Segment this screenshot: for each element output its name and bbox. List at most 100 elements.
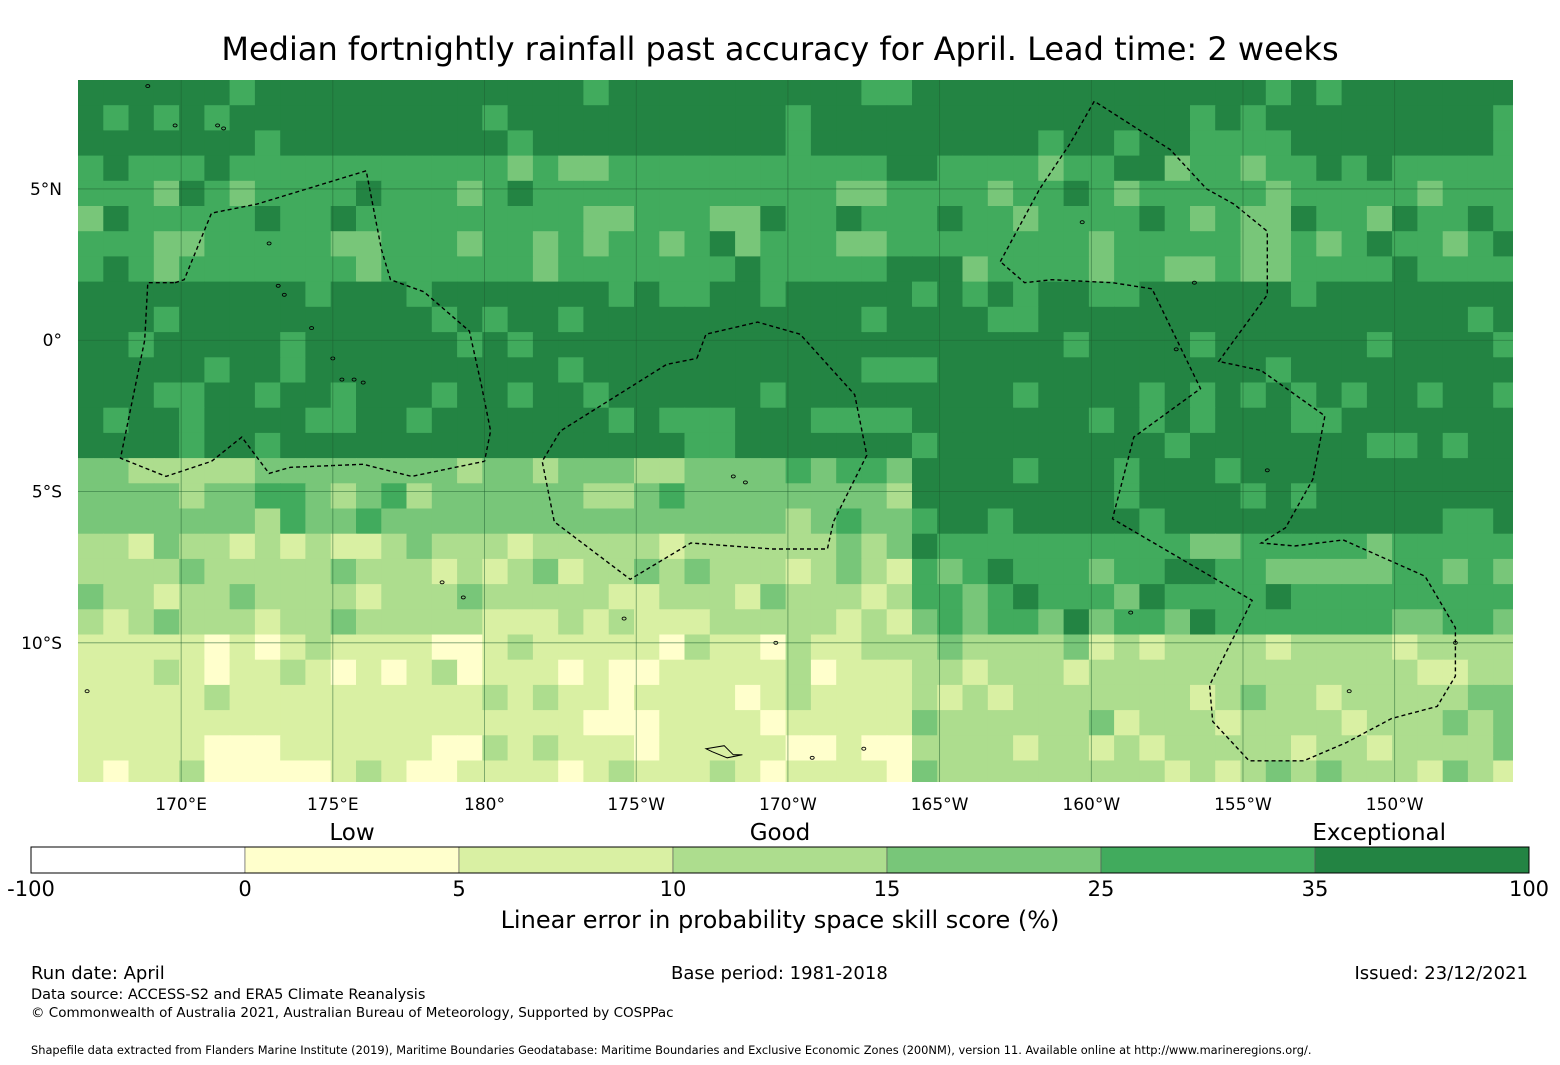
skill-cell: [153, 710, 180, 736]
skill-cell: [810, 659, 837, 686]
skill-cell: [810, 558, 837, 585]
skill-cell: [987, 306, 1014, 333]
skill-cell: [254, 382, 281, 409]
skill-cell: [608, 432, 635, 459]
skill-cell: [1013, 659, 1039, 686]
skill-cell: [634, 332, 660, 358]
skill-cell: [482, 458, 509, 484]
skill-cell: [305, 432, 332, 459]
skill-cell: [381, 180, 408, 207]
skill-cell: [532, 634, 559, 661]
skill-cell: [229, 332, 256, 358]
skill-cell: [1316, 180, 1343, 207]
skill-cell: [1190, 760, 1216, 782]
skill-cell: [608, 155, 635, 182]
skill-cell: [735, 760, 761, 782]
island-outline: [1346, 689, 1352, 694]
skill-cell: [229, 130, 256, 157]
run-date: Run date: April: [31, 963, 165, 984]
skill-cell: [1164, 256, 1191, 283]
skill-cell: [381, 332, 408, 358]
skill-cell: [962, 256, 989, 283]
skill-cell: [1493, 180, 1513, 207]
skill-cell: [1442, 281, 1469, 308]
skill-cell: [1366, 558, 1393, 585]
skill-cell: [204, 130, 231, 157]
skill-cell: [912, 760, 938, 782]
skill-cell: [709, 332, 736, 358]
skill-cell: [1265, 231, 1292, 257]
skill-cell: [836, 206, 863, 232]
skill-cell: [381, 382, 408, 409]
skill-cell: [457, 710, 483, 736]
skill-cell: [1190, 231, 1216, 257]
skill-cell: [1139, 735, 1166, 762]
skill-cell: [1493, 684, 1513, 711]
skill-cell: [204, 155, 231, 182]
skill-cell: [78, 407, 104, 434]
skill-cell: [937, 155, 964, 182]
skill-cell: [204, 382, 231, 409]
skill-cell: [280, 735, 307, 762]
skill-cell: [836, 332, 863, 358]
skill-cell: [1443, 786, 1469, 812]
skill-cell: [1493, 231, 1513, 257]
skill-cell: [407, 786, 433, 812]
skill-cell: [1316, 684, 1343, 711]
skill-cell: [1265, 558, 1292, 585]
skill-cell: [634, 558, 660, 585]
skill-cell: [608, 634, 635, 661]
skill-cell: [356, 382, 382, 409]
skill-cell: [482, 105, 509, 131]
skill-cell: [634, 760, 660, 782]
skill-cell: [634, 231, 660, 257]
skill-cell: [760, 306, 787, 333]
skill-cell: [1341, 382, 1368, 409]
skill-cell: [735, 710, 761, 736]
skill-cell: [1164, 710, 1191, 736]
skill-cell: [1519, 458, 1545, 484]
skill-cell: [1139, 609, 1166, 636]
skill-cell: [810, 432, 837, 459]
skill-cell: [532, 407, 559, 434]
skill-cell: [1063, 231, 1090, 257]
skill-cell: [1291, 659, 1317, 686]
skill-cell: [1291, 584, 1317, 610]
skill-cell: [254, 256, 281, 283]
skill-cell: [482, 760, 509, 782]
skill-cell: [1392, 760, 1418, 782]
skill-cell: [1139, 231, 1166, 257]
skill-cell: [128, 684, 155, 711]
skill-cell: [229, 609, 256, 636]
skill-cell: [153, 155, 180, 182]
skill-cell: [785, 206, 812, 232]
skill-cell: [507, 760, 534, 782]
skill-cell: [608, 533, 635, 560]
skill-cell: [887, 786, 913, 812]
skill-cell: [406, 407, 433, 434]
skill-cell: [886, 508, 913, 535]
skill-cell: [1392, 206, 1418, 232]
skill-cell: [431, 760, 458, 782]
skill-cell: [1493, 206, 1513, 232]
skill-cell: [735, 508, 761, 535]
skill-cell: [356, 634, 382, 661]
skill-cell: [659, 407, 686, 434]
skill-cell: [153, 382, 180, 409]
skill-cell: [1063, 382, 1090, 409]
skill-cell: [886, 180, 913, 207]
skill-cell: [785, 155, 812, 182]
skill-cell: [962, 206, 989, 232]
skill-cell: [912, 332, 938, 358]
skill-cell: [608, 231, 635, 257]
skill-cell: [532, 357, 559, 384]
skill-cell: [634, 458, 660, 484]
skill-cell: [305, 407, 332, 434]
island-outline: [221, 126, 227, 131]
skill-cell: [1139, 710, 1166, 736]
skill-cell: [179, 130, 205, 157]
skill-cell: [1366, 256, 1393, 283]
skill-cell: [1114, 281, 1140, 308]
skill-cell: [229, 407, 256, 434]
skill-cell: [431, 80, 458, 106]
